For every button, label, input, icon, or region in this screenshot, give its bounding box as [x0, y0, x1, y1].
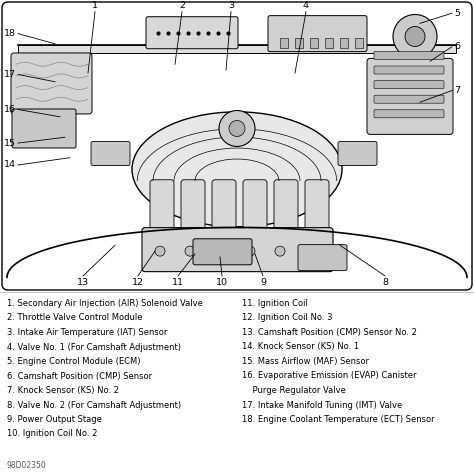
- Text: 14. Knock Sensor (KS) No. 1: 14. Knock Sensor (KS) No. 1: [242, 342, 359, 352]
- Bar: [295, 38, 303, 48]
- FancyBboxPatch shape: [305, 180, 329, 231]
- Text: 1: 1: [92, 0, 98, 10]
- Text: 17. Intake Manifold Tuning (IMT) Valve: 17. Intake Manifold Tuning (IMT) Valve: [242, 400, 402, 409]
- Circle shape: [245, 246, 255, 256]
- FancyBboxPatch shape: [11, 53, 92, 114]
- Bar: [340, 38, 348, 48]
- Text: 5: 5: [454, 9, 460, 18]
- Text: 18. Engine Coolant Temperature (ECT) Sensor: 18. Engine Coolant Temperature (ECT) Sen…: [242, 415, 435, 424]
- Text: 6. Camshaft Position (CMP) Sensor: 6. Camshaft Position (CMP) Sensor: [7, 371, 152, 380]
- Bar: [355, 38, 363, 48]
- FancyBboxPatch shape: [298, 245, 347, 271]
- Text: 17: 17: [4, 70, 16, 79]
- Text: 7. Knock Sensor (KS) No. 2: 7. Knock Sensor (KS) No. 2: [7, 386, 119, 395]
- Text: 98D02350: 98D02350: [7, 461, 47, 470]
- Text: 13. Camshaft Position (CMP) Sensor No. 2: 13. Camshaft Position (CMP) Sensor No. 2: [242, 328, 417, 337]
- Circle shape: [219, 111, 255, 146]
- Text: 9: 9: [260, 278, 266, 287]
- FancyBboxPatch shape: [193, 239, 252, 265]
- FancyBboxPatch shape: [142, 228, 333, 272]
- FancyBboxPatch shape: [367, 58, 453, 134]
- Text: 8. Valve No. 2 (For Camshaft Adjustment): 8. Valve No. 2 (For Camshaft Adjustment): [7, 400, 181, 409]
- Bar: [0, 0, 474, 292]
- Circle shape: [229, 121, 245, 136]
- Text: 10: 10: [216, 278, 228, 287]
- Text: 3. Intake Air Temperature (IAT) Sensor: 3. Intake Air Temperature (IAT) Sensor: [7, 328, 167, 337]
- Text: 11: 11: [172, 278, 184, 287]
- Text: 3: 3: [228, 0, 234, 10]
- Text: 16. Evaporative Emission (EVAP) Canister: 16. Evaporative Emission (EVAP) Canister: [242, 371, 417, 380]
- Bar: [280, 38, 288, 48]
- FancyBboxPatch shape: [374, 95, 444, 103]
- FancyBboxPatch shape: [181, 180, 205, 231]
- FancyBboxPatch shape: [274, 180, 298, 231]
- Text: Purge Regulator Valve: Purge Regulator Valve: [242, 386, 346, 395]
- Circle shape: [405, 27, 425, 47]
- Text: 2. Throttle Valve Control Module: 2. Throttle Valve Control Module: [7, 314, 143, 323]
- Text: 5. Engine Control Module (ECM): 5. Engine Control Module (ECM): [7, 357, 140, 366]
- Text: 6: 6: [454, 42, 460, 51]
- Circle shape: [305, 246, 315, 256]
- Bar: [18, 45, 456, 53]
- Text: 14: 14: [4, 161, 16, 170]
- Text: 13: 13: [77, 278, 89, 287]
- Text: 7: 7: [454, 86, 460, 95]
- Text: 12. Ignition Coil No. 3: 12. Ignition Coil No. 3: [242, 314, 332, 323]
- Text: 18: 18: [4, 29, 16, 38]
- Text: 2: 2: [179, 0, 185, 10]
- FancyBboxPatch shape: [374, 110, 444, 118]
- FancyBboxPatch shape: [12, 109, 76, 148]
- Bar: [325, 38, 333, 48]
- Ellipse shape: [132, 112, 342, 227]
- Circle shape: [393, 15, 437, 58]
- Text: 15. Mass Airflow (MAF) Sensor: 15. Mass Airflow (MAF) Sensor: [242, 357, 369, 366]
- Text: 15: 15: [4, 139, 16, 148]
- Circle shape: [215, 246, 225, 256]
- FancyBboxPatch shape: [212, 180, 236, 231]
- Text: 9. Power Output Stage: 9. Power Output Stage: [7, 415, 102, 424]
- Text: 10. Ignition Coil No. 2: 10. Ignition Coil No. 2: [7, 429, 97, 438]
- FancyBboxPatch shape: [374, 51, 444, 59]
- Text: 4: 4: [303, 0, 309, 10]
- FancyBboxPatch shape: [91, 142, 130, 165]
- Circle shape: [275, 246, 285, 256]
- Text: 16: 16: [4, 105, 16, 114]
- FancyBboxPatch shape: [374, 66, 444, 74]
- Circle shape: [155, 246, 165, 256]
- FancyBboxPatch shape: [146, 17, 238, 49]
- FancyBboxPatch shape: [338, 142, 377, 165]
- FancyBboxPatch shape: [374, 81, 444, 89]
- Text: 1. Secondary Air Injection (AIR) Solenoid Valve: 1. Secondary Air Injection (AIR) Solenoi…: [7, 299, 203, 308]
- FancyBboxPatch shape: [268, 16, 367, 52]
- Bar: [310, 38, 318, 48]
- Text: 12: 12: [132, 278, 144, 287]
- FancyBboxPatch shape: [243, 180, 267, 231]
- FancyBboxPatch shape: [150, 180, 174, 231]
- Text: 8: 8: [382, 278, 388, 287]
- Text: 11. Ignition Coil: 11. Ignition Coil: [242, 299, 308, 308]
- Circle shape: [185, 246, 195, 256]
- Text: 4. Valve No. 1 (For Camshaft Adjustment): 4. Valve No. 1 (For Camshaft Adjustment): [7, 342, 181, 352]
